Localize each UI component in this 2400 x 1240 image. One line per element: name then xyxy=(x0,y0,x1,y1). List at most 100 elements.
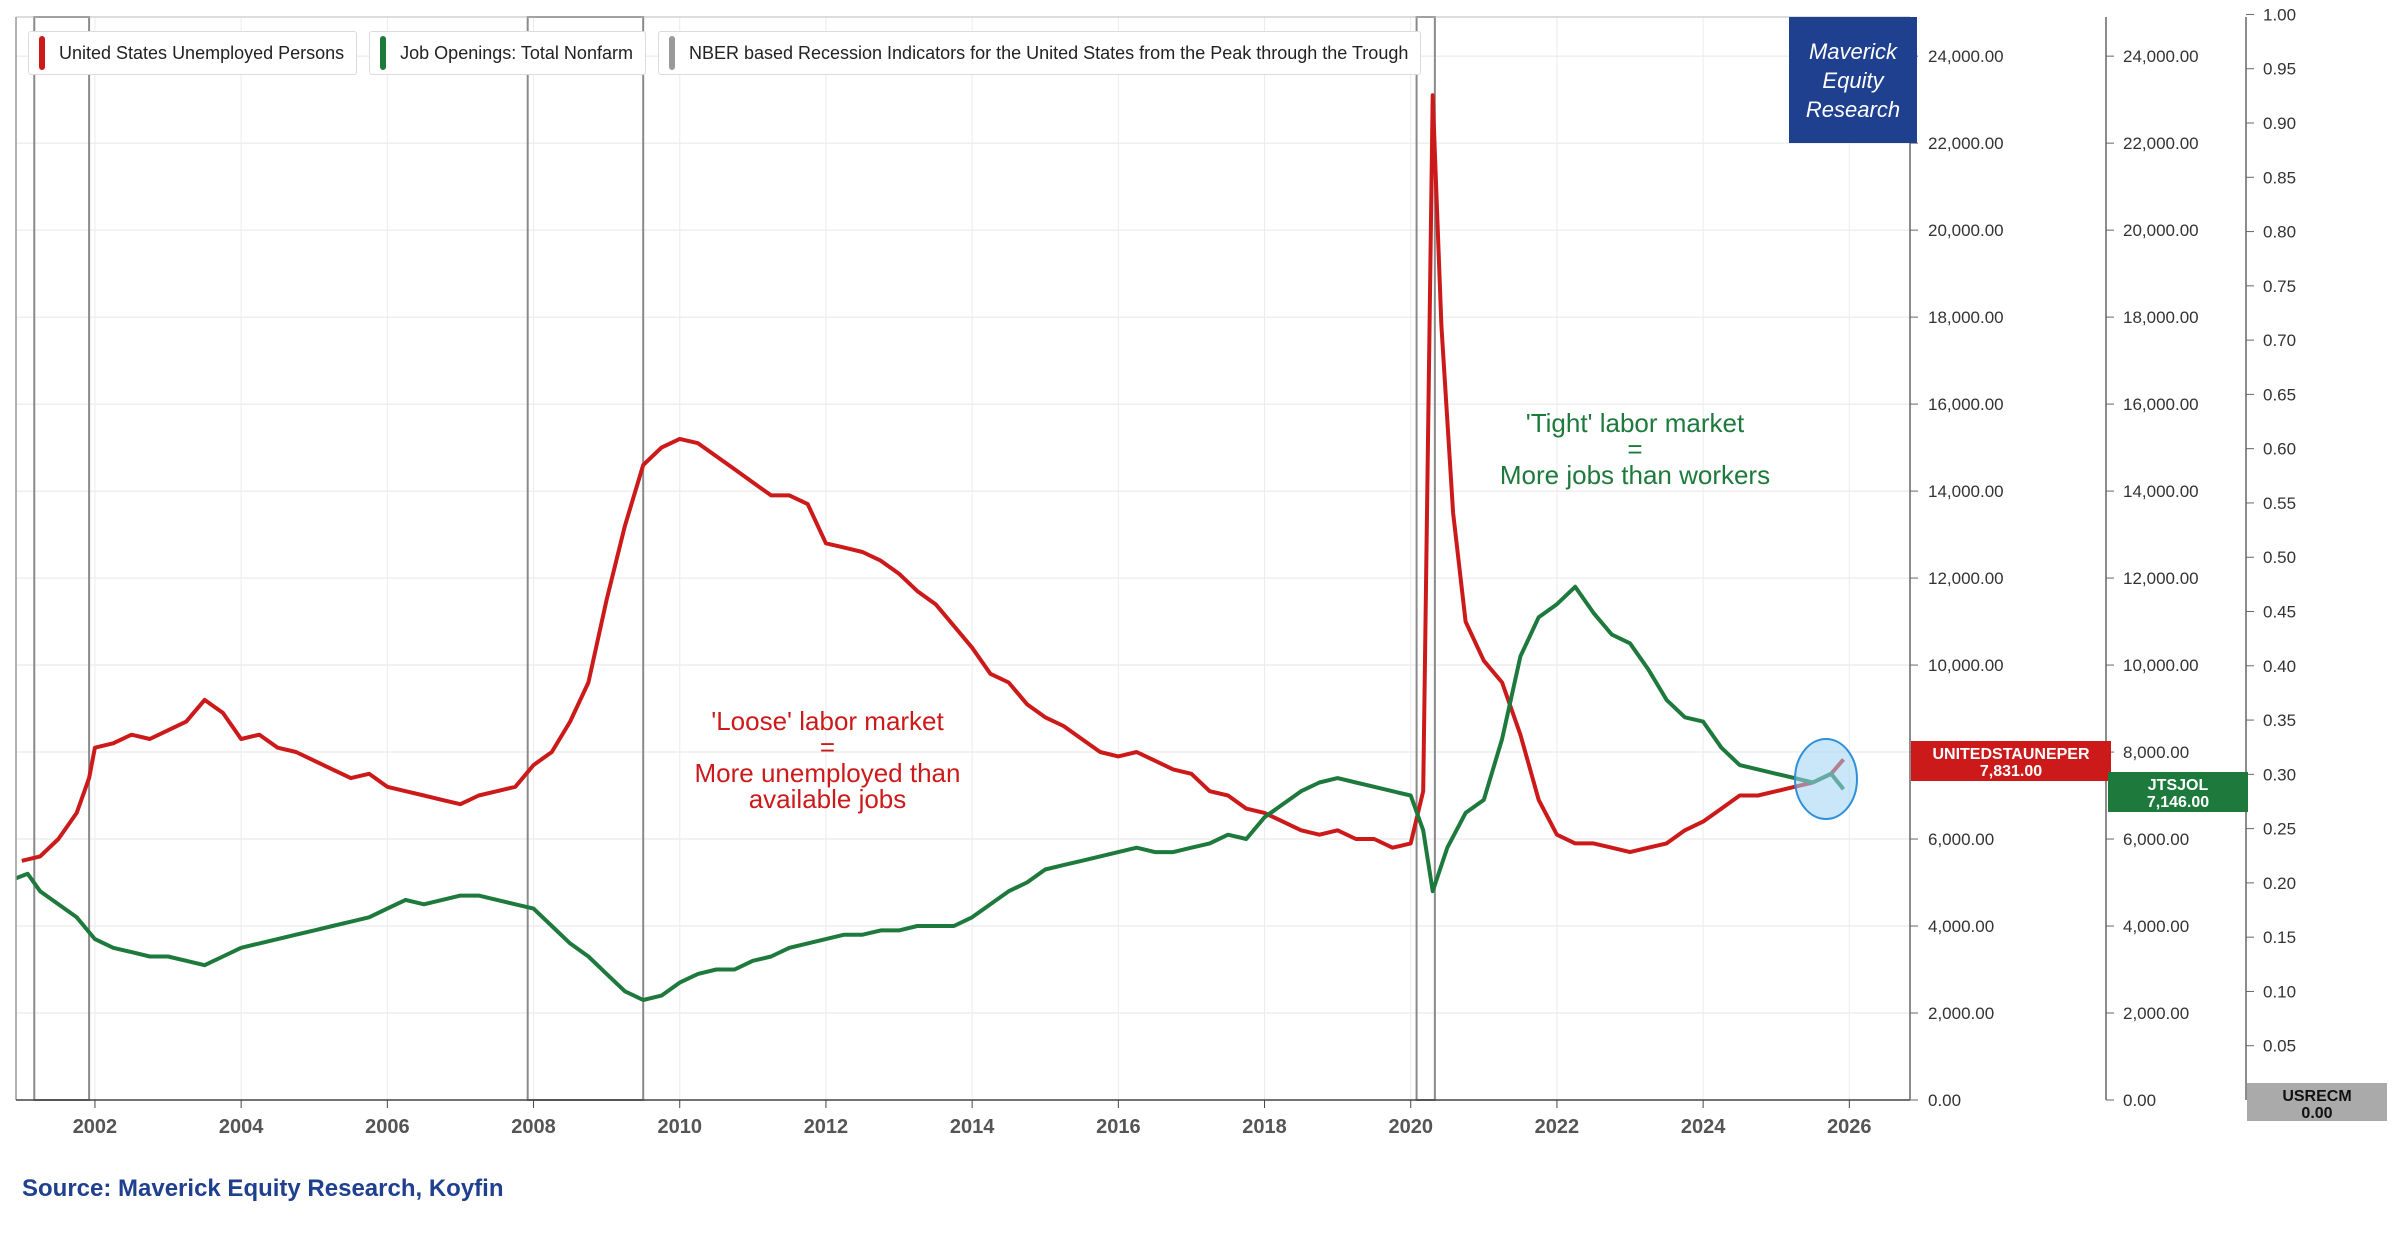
right-axis-tick-label: 1.00 xyxy=(2263,5,2296,24)
right-axis-tick-label: 0.30 xyxy=(2263,765,2296,784)
mid-axis-tick-label: 20,000.00 xyxy=(2123,221,2199,240)
mid-axis-tick-label: 4,000.00 xyxy=(2123,917,2189,936)
mid-axis-tick-label: 2,000.00 xyxy=(2123,1004,2189,1023)
right-axis-tick-label: 0.60 xyxy=(2263,440,2296,459)
right-axis-tick-label: 0.40 xyxy=(2263,657,2296,676)
legend-label-job-openings: Job Openings: Total Nonfarm xyxy=(400,42,633,63)
mid-axis-tick-label: 14,000.00 xyxy=(2123,482,2199,501)
brand-line-3: Research xyxy=(1805,96,1901,122)
annotation-loose-line-1: 'Loose' labor market xyxy=(711,706,944,736)
x-axis-tick-label: 2006 xyxy=(365,1116,410,1138)
x-axis-tick-label: 2010 xyxy=(657,1116,702,1138)
last-value-ticker-unemployed: UNITEDSTAUNEPER xyxy=(1932,746,2090,763)
legend-swatch-job-openings xyxy=(380,36,387,70)
right-axis-tick-label: 0.45 xyxy=(2263,603,2296,622)
brand-line-2: Equity xyxy=(1822,67,1884,93)
x-axis-tick-label: 2014 xyxy=(950,1116,995,1138)
right-axis-tick-label: 0.55 xyxy=(2263,494,2296,513)
annotation-tight-line-2: = xyxy=(1627,434,1643,464)
axis-layer: 0.00 2,000.00 4,000.00 6,000.00 8,000.00 10,0… xyxy=(15,5,2296,1138)
mid-axis-tick-label: 16,000.00 xyxy=(2123,395,2199,414)
mid-axis-tick-label: 24,000.00 xyxy=(2123,47,2199,66)
last-value-ticker-recession: USRECM xyxy=(2282,1088,2352,1105)
left-axis-tick-label: 10,000.00 xyxy=(1928,656,2004,675)
x-axis-tick-label: 2016 xyxy=(1096,1116,1141,1138)
x-axis-tick-label: 2008 xyxy=(511,1116,556,1138)
last-value-tag-recession: USRECM 0.00 xyxy=(2247,1083,2387,1122)
last-value-tag-unemployed: UNITEDSTAUNEPER 7,831.00 xyxy=(1911,741,2111,781)
last-value-number-recession: 0.00 xyxy=(2301,1105,2333,1122)
annotation-tight-market: 'Tight' labor market = More jobs than wo… xyxy=(1470,410,1800,488)
mid-axis-tick-label: 0.00 xyxy=(2123,1091,2156,1110)
left-axis-tick-label: 4,000.00 xyxy=(1928,917,1994,936)
mid-axis-tick-label: 18,000.00 xyxy=(2123,308,2199,327)
right-axis-tick-label: 0.20 xyxy=(2263,874,2296,893)
recession-bar xyxy=(33,16,91,1101)
x-axis-tick-label: 2018 xyxy=(1242,1116,1287,1138)
x-axis-tick-label: 2004 xyxy=(219,1116,264,1138)
last-value-tag-job-openings: JTSJOL 7,146.00 xyxy=(2108,772,2248,812)
annotation-tight-line-3: More jobs than workers xyxy=(1499,460,1771,490)
left-axis-tick-label: 22,000.00 xyxy=(1928,134,2004,153)
x-axis-tick-label: 2002 xyxy=(73,1116,118,1138)
x-axis-tick-label: 2020 xyxy=(1388,1116,1433,1138)
mid-axis-tick-label: 12,000.00 xyxy=(2123,569,2199,588)
right-axis-tick-label: 0.05 xyxy=(2263,1037,2296,1056)
last-value-number-job-openings: 7,146.00 xyxy=(2146,794,2210,811)
brand-line-1: Maverick xyxy=(1808,38,1897,64)
left-axis-tick-label: 2,000.00 xyxy=(1928,1004,1994,1023)
annotation-loose-line-3: More unemployed than xyxy=(694,758,961,788)
annotation-loose-line-4: available jobs xyxy=(748,784,907,814)
series-layer xyxy=(15,93,1846,1002)
right-axis-tick-label: 0.90 xyxy=(2263,114,2296,133)
recession-layer xyxy=(33,16,1436,1101)
left-axis-tick-label: 0.00 xyxy=(1928,1091,1961,1110)
left-axis-tick-label: 6,000.00 xyxy=(1928,830,1994,849)
right-axis-tick-label: 0.15 xyxy=(2263,928,2296,947)
x-axis-tick-label: 2026 xyxy=(1827,1116,1872,1138)
mid-axis-tick-label: 8,000.00 xyxy=(2123,743,2189,762)
right-axis-tick-label: 0.25 xyxy=(2263,820,2296,839)
x-axis-tick-label: 2024 xyxy=(1681,1116,1726,1138)
legend: United States Unemployed Persons Job Ope… xyxy=(28,31,1422,75)
x-axis-tick-label: 2012 xyxy=(804,1116,849,1138)
left-axis-tick-label: 16,000.00 xyxy=(1928,395,2004,414)
recession-bar xyxy=(526,16,645,1101)
right-axis-tick-label: 0.50 xyxy=(2263,548,2296,567)
series-line-job-openings xyxy=(15,584,1846,1002)
legend-swatch-unemployed xyxy=(39,36,45,70)
right-axis-tick-label: 0.65 xyxy=(2263,385,2296,404)
source-caption: Source: Maverick Equity Research, Koyfin xyxy=(22,1175,504,1202)
left-axis-tick-label: 24,000.00 xyxy=(1928,47,2004,66)
x-axis-tick-label: 2022 xyxy=(1535,1116,1580,1138)
right-axis-tick-label: 0.70 xyxy=(2263,331,2296,350)
right-axis-tick-label: 0.80 xyxy=(2263,223,2296,242)
annotation-loose-line-2: = xyxy=(819,732,836,762)
brand-logo: Maverick Equity Research xyxy=(1789,17,1917,143)
right-axis-tick-label: 0.10 xyxy=(2263,982,2296,1001)
right-axis-tick-label: 0.85 xyxy=(2263,168,2296,187)
right-axis-tick-label: 0.35 xyxy=(2263,711,2296,730)
left-axis-tick-label: 18,000.00 xyxy=(1928,308,2004,327)
mid-axis-tick-label: 22,000.00 xyxy=(2123,134,2199,153)
annotation-tight-line-1: 'Tight' labor market xyxy=(1525,408,1745,438)
left-axis-tick-label: 20,000.00 xyxy=(1928,221,2004,240)
right-axis-tick-label: 0.75 xyxy=(2263,277,2296,296)
grid-layer xyxy=(16,17,1910,1100)
highlight-circle xyxy=(1794,738,1858,820)
left-axis-tick-label: 12,000.00 xyxy=(1928,569,2004,588)
legend-label-unemployed: United States Unemployed Persons xyxy=(59,42,345,63)
annotation-loose-market: 'Loose' labor market = More unemployed t… xyxy=(660,708,995,812)
mid-axis-tick-label: 10,000.00 xyxy=(2123,656,2199,675)
legend-item-unemployed[interactable]: United States Unemployed Persons xyxy=(28,31,358,75)
last-value-ticker-job-openings: JTSJOL xyxy=(2147,777,2209,794)
left-axis-tick-label: 14,000.00 xyxy=(1928,482,2004,501)
last-value-number-unemployed: 7,831.00 xyxy=(1979,763,2043,780)
legend-swatch-recession xyxy=(668,36,675,70)
legend-item-job-openings[interactable]: Job Openings: Total Nonfarm xyxy=(369,31,646,75)
series-line-unemployed xyxy=(21,93,1846,863)
right-axis-tick-label: 0.95 xyxy=(2263,60,2296,79)
legend-item-recession[interactable]: NBER based Recession Indicators for the … xyxy=(657,31,1422,75)
legend-label-recession: NBER based Recession Indicators for the … xyxy=(688,42,1409,63)
